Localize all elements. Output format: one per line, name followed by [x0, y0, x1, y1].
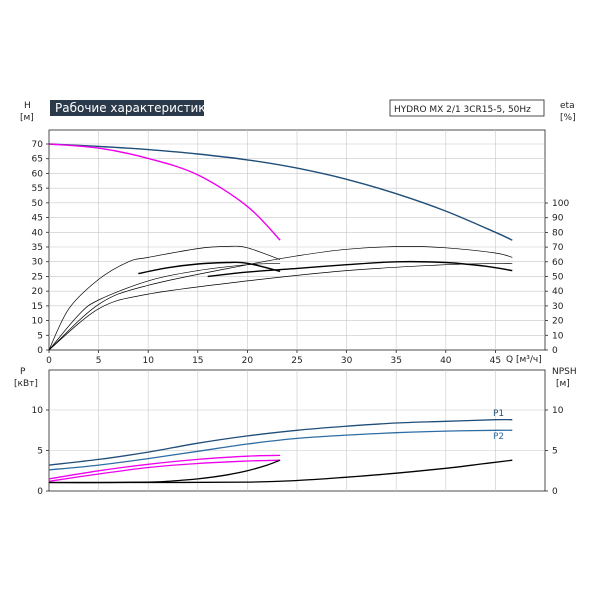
top-y-axis-unit: [м] — [20, 113, 34, 123]
y2-tick-label: 10 — [552, 331, 564, 341]
y-tick-label: 5 — [37, 331, 43, 341]
chart-title-background — [50, 100, 204, 116]
top-series-line-7 — [207, 260, 513, 278]
bottom-series-line-0 — [48, 418, 513, 466]
x-tick-label: 45 — [490, 356, 501, 366]
top-series-line-1 — [48, 143, 281, 241]
bottom-y2-tick-label: 5 — [552, 447, 558, 457]
bottom-y-axis-unit: [кВт] — [14, 379, 38, 389]
y-tick-label: 60 — [32, 169, 44, 179]
x-tick-label: 10 — [142, 356, 154, 366]
y-tick-label: 30 — [32, 258, 44, 268]
x-tick-label: 0 — [46, 356, 52, 366]
bottom-series-line-3 — [48, 459, 281, 482]
y-tick-label: 40 — [32, 228, 44, 238]
x-axis-label: Q [м³/ч] — [506, 355, 542, 365]
top-y2-axis-unit: [%] — [560, 113, 576, 123]
top-chart-series — [48, 143, 513, 351]
y2-tick-label: 30 — [552, 302, 564, 312]
y2-tick-label: 50 — [552, 273, 564, 283]
y2-tick-label: 80 — [552, 228, 564, 238]
y-tick-label: 15 — [32, 302, 43, 312]
y-tick-label: 70 — [32, 140, 44, 150]
y2-tick-label: 0 — [552, 346, 558, 356]
x-tick-label: 40 — [440, 356, 452, 366]
bottom-y2-tick-label: 0 — [552, 487, 558, 497]
bottom-series-line-5 — [48, 459, 513, 484]
top-chart-ticks: 0 5 10 15 20 25 30 35 40 45 0 5 10 15 20 25 30 35 40 45 50 55… — [32, 140, 570, 366]
chart-subtitle-box — [389, 99, 545, 117]
bottom-y-axis-label: P — [20, 367, 26, 377]
y2-tick-label: 70 — [552, 243, 564, 253]
bottom-series-line-1 — [48, 429, 513, 471]
y-tick-label: 20 — [32, 287, 44, 297]
y2-tick-label: 40 — [552, 287, 564, 297]
top-series-line-0 — [48, 143, 513, 241]
x-tick-label: 25 — [291, 356, 302, 366]
top-chart-grid — [48, 129, 546, 351]
x-tick-label: 20 — [242, 356, 254, 366]
bottom-y-tick-label: 5 — [37, 447, 43, 457]
top-series-line-5 — [48, 262, 513, 351]
top-y-axis-label: H — [24, 101, 31, 111]
x-tick-label: 30 — [341, 356, 353, 366]
bottom-series-line-2 — [48, 454, 281, 480]
y-tick-label: 65 — [32, 155, 43, 165]
x-tick-label: 15 — [192, 356, 203, 366]
bottom-y2-axis-label: NPSH — [552, 367, 577, 377]
chart-title: Рабочие характеристики — [55, 101, 213, 115]
bottom-y-tick-label: 10 — [32, 406, 44, 416]
bottom-y2-tick-label: 10 — [552, 406, 564, 416]
top-series-line-6 — [138, 261, 281, 275]
bottom-series-line-4 — [48, 459, 281, 484]
top-series-line-4 — [48, 245, 513, 351]
y2-tick-label: 90 — [552, 214, 564, 224]
bottom-chart-ticks: 0 5 10 0 5 10 — [32, 406, 564, 497]
series-label-p2: P2 — [493, 432, 504, 442]
y-tick-label: 10 — [32, 317, 44, 327]
y-tick-label: 50 — [32, 199, 44, 209]
x-tick-label: 5 — [96, 356, 102, 366]
bottom-y-tick-label: 0 — [37, 487, 43, 497]
x-tick-label: 35 — [390, 356, 401, 366]
y2-tick-label: 100 — [552, 199, 569, 209]
y-tick-label: 25 — [32, 272, 43, 282]
y-tick-label: 35 — [32, 243, 43, 253]
top-y2-axis-label: eta — [560, 101, 575, 111]
y-tick-label: 0 — [37, 346, 43, 356]
y-tick-label: 45 — [32, 214, 43, 224]
y2-tick-label: 60 — [552, 258, 564, 268]
y2-tick-label: 20 — [552, 317, 564, 327]
series-label-p1: P1 — [493, 409, 504, 419]
top-series-line-2 — [48, 245, 281, 351]
bottom-y2-axis-unit: [м] — [556, 379, 570, 389]
chart-subtitle: HYDRO MX 2/1 3CR15-5, 50Hz — [394, 105, 531, 115]
y-tick-label: 55 — [32, 184, 43, 194]
bottom-chart-series — [48, 418, 513, 484]
